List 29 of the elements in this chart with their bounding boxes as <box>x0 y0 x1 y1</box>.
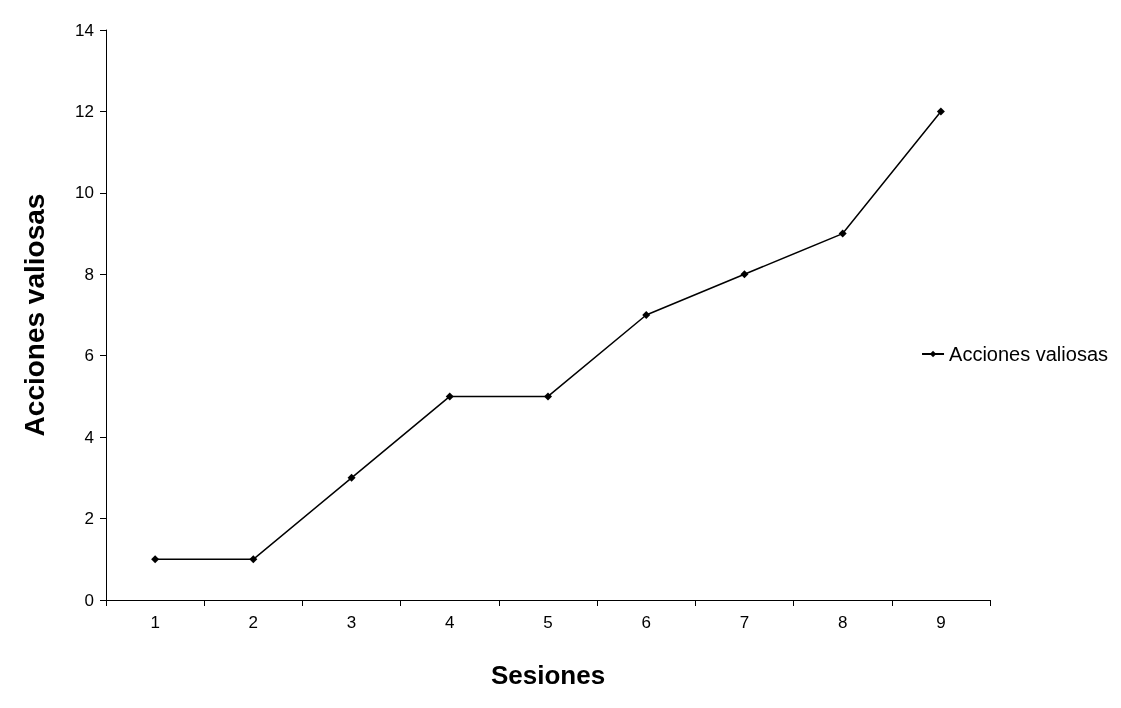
point <box>642 311 651 319</box>
x-tick-label: 9 <box>936 613 946 632</box>
point <box>347 473 356 482</box>
point <box>151 555 160 564</box>
legend-label: Acciones valiosas <box>949 343 1108 365</box>
x-tick-label: 8 <box>837 613 848 632</box>
point <box>740 270 749 279</box>
y-tick-label: 0 <box>84 590 94 610</box>
y-axis-title: Acciones valiosas <box>18 193 50 437</box>
point <box>544 392 552 401</box>
point <box>936 107 945 116</box>
y-tick-label: 14 <box>75 20 94 40</box>
y-tick-label: 4 <box>84 427 94 447</box>
y-tick-label: 10 <box>75 183 94 203</box>
x-tick-label: 2 <box>248 613 259 632</box>
x-tick-label: 3 <box>346 613 357 632</box>
y-tick-label: 8 <box>84 264 94 284</box>
x-tick-label: 1 <box>150 613 160 632</box>
x-axis-title: Sesiones <box>490 660 606 690</box>
x-tick-label: 6 <box>641 613 651 632</box>
x-tick-label: 4 <box>445 613 455 632</box>
point <box>249 555 258 564</box>
point <box>445 392 454 401</box>
point <box>838 229 847 238</box>
y-tick-label: 2 <box>84 509 94 529</box>
x-tick-label: 5 <box>543 613 553 632</box>
x-tick-label: 7 <box>739 613 750 632</box>
y-tick-label: 12 <box>75 101 94 121</box>
y-tick-label: 6 <box>84 346 94 366</box>
